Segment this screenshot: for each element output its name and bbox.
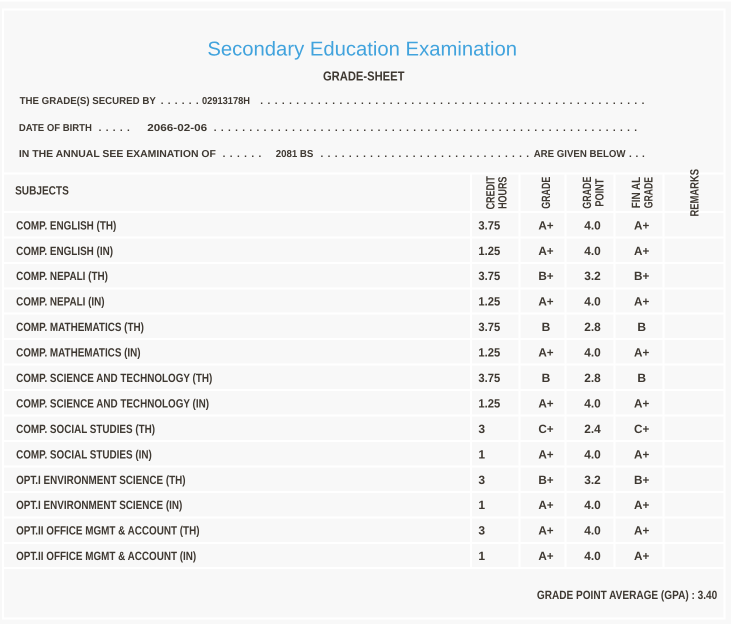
svg-text:. . . . . . . . . . . . . . .: . . . . . . . . . . . . . . . . . . . . … — [260, 96, 644, 107]
svg-text:. . . . . .: . . . . . . — [223, 149, 262, 160]
svg-text:A+: A+ — [634, 244, 649, 258]
svg-text:4.0: 4.0 — [584, 524, 601, 538]
svg-text:A+: A+ — [538, 295, 553, 309]
svg-text:B+: B+ — [634, 269, 649, 283]
svg-text:4.0: 4.0 — [584, 346, 601, 360]
svg-text:A+: A+ — [634, 447, 649, 461]
svg-text:3.2: 3.2 — [584, 473, 601, 487]
svg-text:GRADE: GRADE — [580, 177, 594, 209]
svg-text:A+: A+ — [634, 218, 649, 232]
svg-text:4.0: 4.0 — [584, 295, 601, 309]
svg-text:A+: A+ — [634, 346, 649, 360]
svg-text:COMP. SOCIAL STUDIES (TH): COMP. SOCIAL STUDIES (TH) — [16, 422, 155, 436]
svg-text:B: B — [637, 320, 646, 334]
svg-text:COMP. SCIENCE AND TECHNOLOGY (: COMP. SCIENCE AND TECHNOLOGY (TH) — [16, 371, 212, 385]
svg-text:OPT.II OFFICE MGMT & ACCOUNT (: OPT.II OFFICE MGMT & ACCOUNT (TH) — [16, 524, 199, 538]
svg-text:A+: A+ — [538, 549, 553, 563]
svg-text:C+: C+ — [538, 422, 553, 436]
svg-text:2081 BS: 2081 BS — [276, 149, 314, 160]
svg-text:HOURS: HOURS — [496, 177, 510, 209]
svg-text:. . .: . . . — [629, 149, 645, 160]
svg-text:A+: A+ — [634, 524, 649, 538]
svg-text:COMP. SCIENCE AND TECHNOLOGY (: COMP. SCIENCE AND TECHNOLOGY (IN) — [16, 397, 209, 411]
svg-text:ARE GIVEN BELOW: ARE GIVEN BELOW — [534, 149, 626, 160]
svg-text:4.0: 4.0 — [584, 549, 601, 563]
svg-text:3: 3 — [478, 473, 485, 487]
svg-text:B+: B+ — [538, 473, 553, 487]
svg-text:3.2: 3.2 — [584, 269, 601, 283]
svg-text:IN THE ANNUAL SEE EXAMINATION: IN THE ANNUAL SEE EXAMINATION OF — [19, 149, 216, 160]
svg-text:SUBJECTS: SUBJECTS — [15, 184, 69, 198]
svg-text:COMP. NEPALI (IN): COMP. NEPALI (IN) — [16, 295, 105, 309]
svg-text:FIN AL: FIN AL — [629, 177, 643, 208]
svg-text:3.75: 3.75 — [478, 371, 500, 385]
svg-text:C+: C+ — [634, 422, 649, 436]
svg-text:COMP. NEPALI (TH): COMP. NEPALI (TH) — [16, 269, 108, 283]
svg-text:4.0: 4.0 — [584, 447, 601, 461]
svg-text:. . . . .: . . . . . — [99, 123, 130, 134]
svg-text:COMP. ENGLISH (TH): COMP. ENGLISH (TH) — [16, 218, 116, 232]
svg-text:OPT.I ENVIRONMENT SCIENCE (TH): OPT.I ENVIRONMENT SCIENCE (TH) — [16, 473, 186, 487]
svg-text:. . . . . . . . . . . . . . .: . . . . . . . . . . . . . . . . . . . . … — [214, 123, 638, 134]
svg-text:02913178H: 02913178H — [202, 96, 250, 107]
svg-text:4.0: 4.0 — [584, 244, 601, 258]
svg-text:2066-02-06: 2066-02-06 — [147, 123, 207, 134]
svg-text:A+: A+ — [538, 244, 553, 258]
svg-text:2.8: 2.8 — [584, 320, 601, 334]
svg-text:4.0: 4.0 — [584, 498, 601, 512]
svg-text:3.75: 3.75 — [478, 320, 500, 334]
svg-text:4.0: 4.0 — [584, 397, 601, 411]
svg-text:A+: A+ — [538, 397, 553, 411]
svg-text:3.75: 3.75 — [478, 269, 500, 283]
svg-text:B: B — [542, 320, 551, 334]
svg-text:A+: A+ — [538, 498, 553, 512]
svg-text:3.75: 3.75 — [478, 218, 500, 232]
svg-text:A+: A+ — [634, 549, 649, 563]
svg-text:COMP. SOCIAL STUDIES (IN): COMP. SOCIAL STUDIES (IN) — [16, 447, 152, 461]
svg-text:2.4: 2.4 — [584, 422, 601, 436]
svg-text:CREDIT: CREDIT — [483, 176, 497, 210]
svg-text:2.8: 2.8 — [584, 371, 601, 385]
svg-text:OPT.I ENVIRONMENT SCIENCE (IN): OPT.I ENVIRONMENT SCIENCE (IN) — [16, 498, 182, 512]
svg-text:1.25: 1.25 — [478, 295, 500, 309]
svg-text:POINT: POINT — [593, 178, 607, 207]
svg-text:COMP. MATHEMATICS (IN): COMP. MATHEMATICS (IN) — [16, 346, 141, 360]
svg-text:B+: B+ — [538, 269, 553, 283]
svg-text:COMP. ENGLISH (IN): COMP. ENGLISH (IN) — [16, 244, 113, 258]
svg-text:1: 1 — [478, 447, 485, 461]
svg-text:GRADE-SHEET: GRADE-SHEET — [323, 69, 405, 84]
svg-text:A+: A+ — [634, 397, 649, 411]
svg-text:3: 3 — [478, 524, 485, 538]
svg-text:B: B — [542, 371, 551, 385]
svg-text:A+: A+ — [538, 524, 553, 538]
svg-text:THE GRADE(S) SECURED BY: THE GRADE(S) SECURED BY — [20, 96, 157, 107]
svg-text:1.25: 1.25 — [478, 244, 500, 258]
svg-text:. . . . . . . . . . . . . . .: . . . . . . . . . . . . . . . . . . . . … — [321, 149, 530, 160]
svg-text:B+: B+ — [634, 473, 649, 487]
svg-text:DATE OF BIRTH: DATE OF BIRTH — [19, 123, 92, 134]
svg-text:Secondary Education Examinatio: Secondary Education Examination — [207, 39, 517, 61]
svg-text:1.25: 1.25 — [478, 397, 500, 411]
svg-text:1: 1 — [478, 549, 485, 563]
svg-text:. . . . . .: . . . . . . — [161, 96, 199, 107]
svg-text:4.0: 4.0 — [584, 218, 601, 232]
svg-text:A+: A+ — [538, 447, 553, 461]
svg-text:A+: A+ — [538, 218, 553, 232]
svg-text:3: 3 — [478, 422, 485, 436]
svg-text:GRADE: GRADE — [539, 177, 553, 209]
svg-text:1: 1 — [478, 498, 485, 512]
svg-text:1.25: 1.25 — [478, 346, 500, 360]
svg-text:REMARKS: REMARKS — [687, 169, 701, 217]
svg-text:A+: A+ — [634, 295, 649, 309]
svg-text:COMP. MATHEMATICS (TH): COMP. MATHEMATICS (TH) — [16, 320, 144, 334]
svg-text:A+: A+ — [634, 498, 649, 512]
svg-text:OPT.II OFFICE MGMT & ACCOUNT (: OPT.II OFFICE MGMT & ACCOUNT (IN) — [16, 549, 196, 563]
svg-text:A+: A+ — [538, 346, 553, 360]
svg-text:B: B — [637, 371, 646, 385]
svg-text:GRADE: GRADE — [642, 177, 656, 208]
svg-text:GRADE POINT AVERAGE (GPA) : 3.: GRADE POINT AVERAGE (GPA) : 3.40 — [537, 588, 718, 602]
